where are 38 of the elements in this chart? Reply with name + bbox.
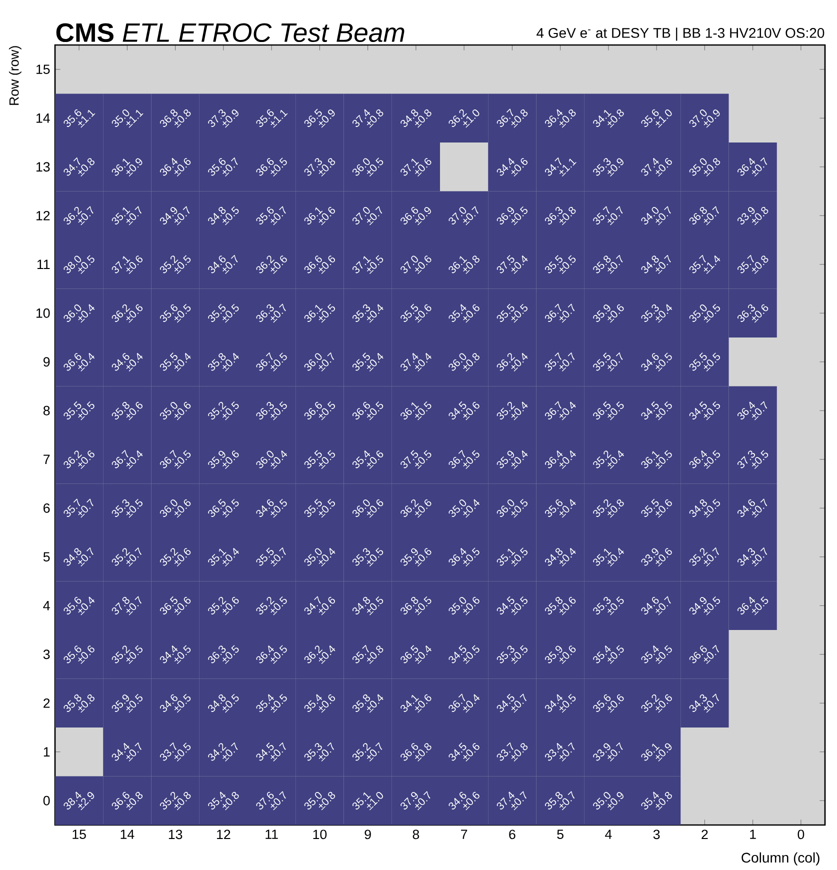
y-tick-label: 10 xyxy=(36,308,50,318)
x-axis-title: Column (col) xyxy=(742,852,820,866)
x-tick-label: 4 xyxy=(605,830,612,839)
y-tick-label: 0 xyxy=(43,796,50,806)
data-label: 35.9 xyxy=(496,450,514,468)
y-tick-label: 2 xyxy=(44,698,50,708)
y-tick-label: 14 xyxy=(36,114,50,123)
x-tick-label: 13 xyxy=(168,830,182,840)
x-tick-label: 11 xyxy=(266,830,278,839)
x-tick-label: 2 xyxy=(702,830,708,840)
x-tick-label: 10 xyxy=(313,830,327,840)
x-tick-label: 15 xyxy=(72,830,86,840)
y-tick-label: 13 xyxy=(36,162,50,172)
y-tick-label: 11 xyxy=(37,260,50,269)
y-tick-label: 1 xyxy=(44,747,50,756)
y-tick-label: 7 xyxy=(44,454,50,464)
x-tick-label: 9 xyxy=(364,830,371,840)
y-tick-label: 6 xyxy=(44,503,50,513)
x-tick-label: 14 xyxy=(120,830,134,839)
x-tick-label: 7 xyxy=(461,830,468,839)
x-tick-label: 8 xyxy=(412,830,420,840)
y-tick-label: 15 xyxy=(36,64,50,74)
y-tick-label: 5 xyxy=(43,552,50,562)
chart-subtitle: 4 GeV e$^{-}$ at DESY TB | BB 1-3 HV210V OS:20 xyxy=(536,28,824,41)
x-tick-label: 1 xyxy=(750,830,756,839)
y-tick-label: 3 xyxy=(43,650,50,660)
x-tick-label: 3 xyxy=(653,830,660,840)
chart-title: CMS ETL ETROC Test Beam xyxy=(56,23,404,42)
y-tick-label: 9 xyxy=(44,357,50,367)
x-tick-label: 0 xyxy=(798,830,804,840)
x-tick-label: 12 xyxy=(217,830,230,840)
x-tick-label: 5 xyxy=(557,830,564,840)
y-tick-label: 12 xyxy=(36,210,50,220)
x-tick-label: 6 xyxy=(509,830,516,840)
annotation: ±1.1 xyxy=(559,158,576,177)
y-tick-label: 8 xyxy=(43,406,50,416)
y-tick-label: 4 xyxy=(43,601,50,610)
y-axis-title: Row (row) xyxy=(8,46,22,105)
